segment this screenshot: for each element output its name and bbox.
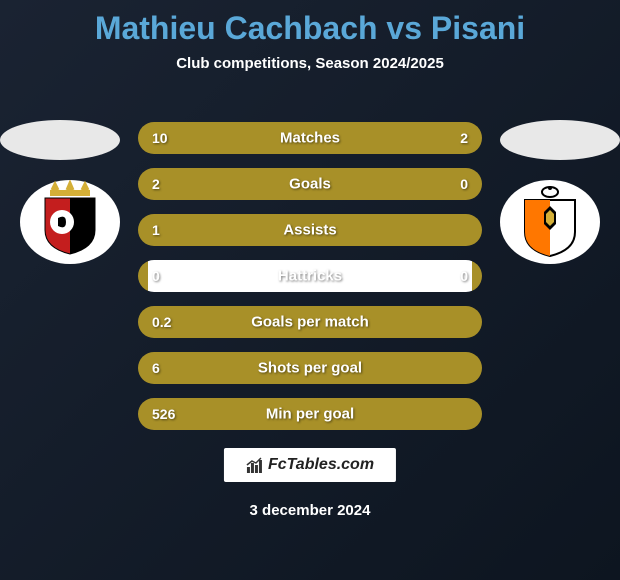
stat-row-matches: 10 Matches 2 xyxy=(138,122,482,154)
page-title: Mathieu Cachbach vs Pisani xyxy=(0,0,620,47)
stat-label: Goals xyxy=(289,176,331,193)
stat-bar-left xyxy=(138,122,406,154)
stat-value-right: 2 xyxy=(460,130,468,146)
date-text: 3 december 2024 xyxy=(250,502,371,519)
stats-container: 10 Matches 2 2 Goals 0 1 Assists 0 Hattr… xyxy=(138,122,482,444)
stat-value-left: 2 xyxy=(152,176,160,192)
player-silhouette-right xyxy=(500,120,620,160)
stat-value-left: 526 xyxy=(152,406,175,422)
stat-label: Assists xyxy=(283,222,336,239)
stat-label: Min per goal xyxy=(266,406,354,423)
club-badge-right xyxy=(500,180,600,264)
subtitle: Club competitions, Season 2024/2025 xyxy=(0,55,620,72)
stat-value-right: 0 xyxy=(460,176,468,192)
stat-value-left: 0 xyxy=(152,268,160,284)
stat-bar-left xyxy=(138,260,148,292)
stat-label: Shots per goal xyxy=(258,360,362,377)
player-silhouette-left xyxy=(0,120,120,160)
brand-text: FcTables.com xyxy=(268,456,374,474)
stat-bar-right xyxy=(406,122,482,154)
seraing-crest-icon xyxy=(20,180,120,264)
stat-label: Matches xyxy=(280,130,340,147)
chart-icon xyxy=(246,456,264,474)
stat-row-goals-per-match: 0.2 Goals per match xyxy=(138,306,482,338)
brand-box: FcTables.com xyxy=(224,448,396,482)
stat-value-left: 1 xyxy=(152,222,160,238)
stat-row-goals: 2 Goals 0 xyxy=(138,168,482,200)
stat-value-left: 6 xyxy=(152,360,160,376)
stat-row-assists: 1 Assists xyxy=(138,214,482,246)
stat-value-left: 10 xyxy=(152,130,168,146)
stat-value-left: 0.2 xyxy=(152,314,171,330)
stat-value-right: 0 xyxy=(460,268,468,284)
stat-row-shots-per-goal: 6 Shots per goal xyxy=(138,352,482,384)
stat-row-min-per-goal: 526 Min per goal xyxy=(138,398,482,430)
stat-label: Hattricks xyxy=(278,268,342,285)
stat-row-hattricks: 0 Hattricks 0 xyxy=(138,260,482,292)
stat-bar-right xyxy=(472,260,482,292)
stat-label: Goals per match xyxy=(251,314,369,331)
rwdm-crest-icon xyxy=(500,180,600,264)
club-badge-left xyxy=(20,180,120,264)
